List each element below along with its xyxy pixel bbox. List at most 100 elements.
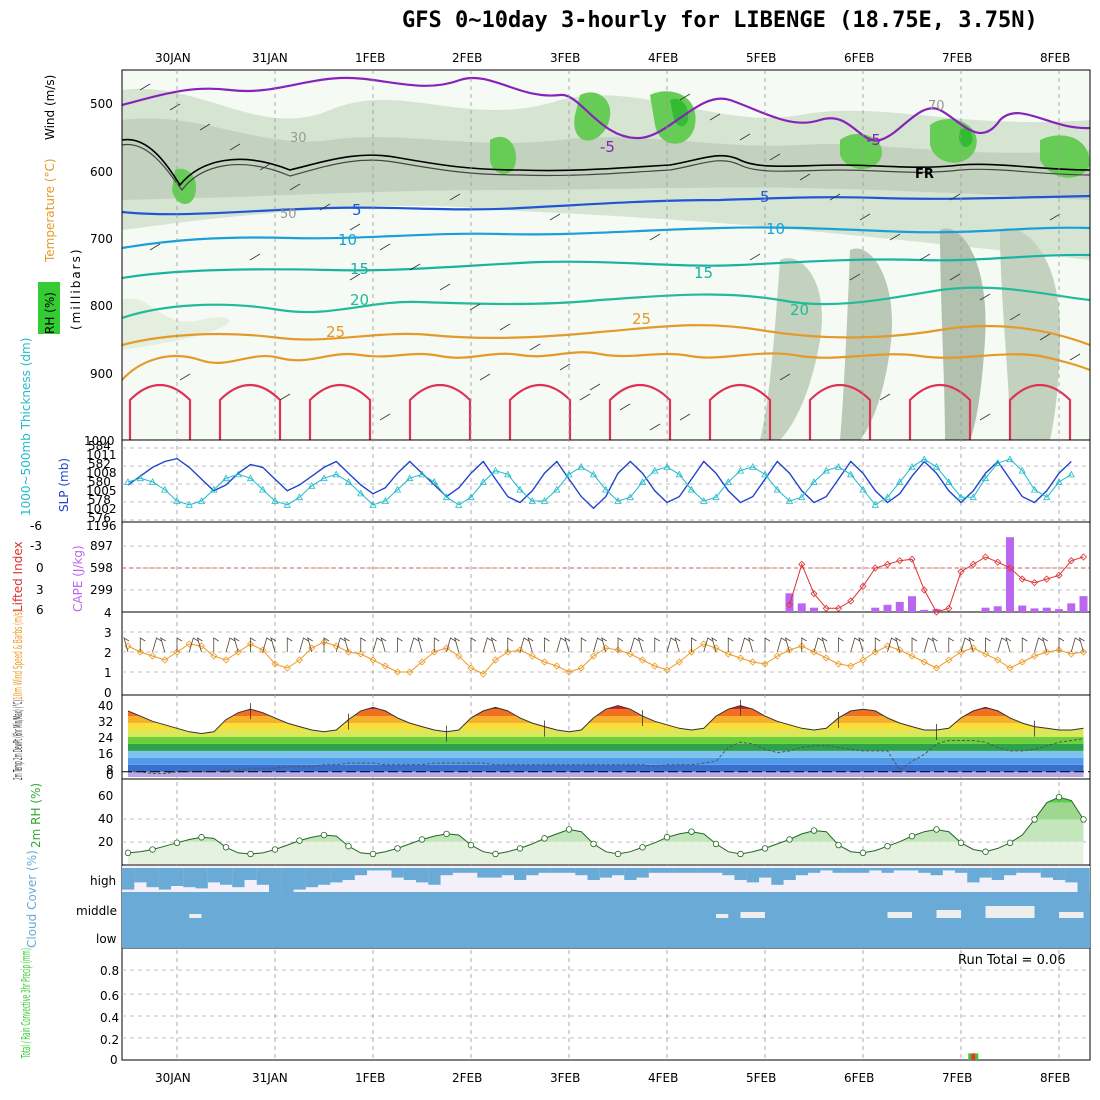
rh2m-point-8: [222, 844, 230, 851]
cloud-high-bar-21: [379, 868, 392, 871]
li-point-20: [1030, 579, 1039, 587]
wind10-line: [127, 641, 1084, 675]
cloud-high-bar-56: [808, 868, 821, 873]
thickness-point-20: [369, 500, 377, 508]
rh2m-point-48: [712, 840, 720, 848]
thickness-point-43: [651, 466, 659, 474]
label-wind: Wind (m/s): [43, 75, 57, 140]
wind10-barb-21: [380, 637, 387, 653]
label-rh-50: 50: [280, 207, 297, 222]
cape-bar-12: [1018, 605, 1027, 612]
li-line: [789, 556, 1084, 613]
wind10-barb-62: [887, 637, 897, 653]
thickness-point-8: [222, 474, 230, 482]
wind10-point-76: [1055, 646, 1063, 654]
date-top-0: 30JAN: [155, 51, 191, 65]
rh2m-point-68: [957, 839, 965, 847]
thickness-point-65: [920, 455, 928, 463]
cloud-high-bar-16: [318, 868, 331, 885]
wind10-point-41: [626, 650, 634, 658]
label-lifted-index: Lifted Index: [11, 541, 25, 612]
rh-40: 40: [98, 812, 113, 826]
cloud-high-bar-61: [869, 868, 882, 871]
cloud-high-bar-18: [342, 868, 355, 880]
cloud-high-bar-8: [220, 868, 233, 885]
date-top-2: 1FEB: [355, 51, 385, 65]
thickness-point-37: [577, 462, 585, 470]
wind10-barb-48: [711, 637, 718, 653]
wind10-barb-69: [968, 637, 975, 653]
temp-band-5: [128, 737, 1084, 744]
panel-frame-2: [121, 521, 1091, 613]
isotherm-15: [122, 253, 1090, 280]
slp-1011: 1011: [86, 448, 117, 462]
rh2m-ticks: 60 40 20: [98, 789, 113, 849]
thickness-line: [127, 458, 1072, 506]
rh2m-point-78: [1080, 816, 1087, 823]
wind10-barb-3: [160, 637, 166, 653]
li-3: 3: [36, 583, 44, 597]
cloud-high-bar-45: [673, 868, 686, 873]
cloud-high-bar-49: [722, 868, 735, 876]
thickness-point-17: [332, 470, 340, 478]
rh2m-point-54: [786, 836, 793, 843]
wind10-barb-23: [409, 637, 419, 653]
thickness-point-66: [932, 462, 941, 470]
thickness-point-21: [381, 497, 389, 504]
cape-bar-11: [1006, 537, 1014, 612]
thickness-point-53: [773, 485, 781, 493]
thickness-point-47: [700, 497, 708, 504]
wind10-point-5: [185, 640, 193, 648]
wind10-point-63: [896, 646, 904, 654]
label-15-b: 15: [694, 264, 713, 282]
rh2m-point-72: [1006, 839, 1014, 847]
wind10-barb-11: [262, 637, 272, 653]
p500: 500: [90, 97, 113, 111]
thickness-point-26: [442, 493, 451, 501]
cloud-high-bar-40: [612, 868, 625, 876]
date-top-7: 6FEB: [844, 51, 874, 65]
cloud-high-bar-19: [354, 868, 368, 876]
li-point-1: [798, 560, 806, 568]
cloud-high-bar-25: [428, 868, 441, 885]
slp-line: [127, 457, 1072, 510]
thickness-point-16: [320, 474, 328, 482]
chart-title: GFS 0~10day 3-hourly for LIBENGE (18.75E…: [402, 8, 1038, 33]
wind10-barb-15: [307, 637, 313, 653]
temp-band-3: [128, 750, 1084, 758]
thickness-point-72: [1006, 455, 1014, 463]
cloud-high-bar-51: [746, 868, 760, 883]
thickness-point-46: [687, 485, 696, 493]
wind10-point-50: [736, 654, 745, 662]
wind10-barb-36: [564, 637, 571, 653]
cloud-high-bar-70: [979, 868, 992, 878]
thick-578: 578: [88, 493, 111, 507]
thickness-point-35: [553, 485, 561, 493]
temp2m-area-group: [128, 705, 1084, 777]
li-point-21: [1043, 575, 1051, 583]
thickness-point-39: [602, 485, 610, 493]
li-point-7: [871, 564, 879, 572]
wind10-barb-26: [446, 637, 456, 653]
li-point-14: [957, 568, 965, 576]
li-point-0: [785, 601, 794, 609]
cape-bar-10: [993, 606, 1002, 612]
temp-band-4: [128, 743, 1084, 751]
isotherm-20: [122, 286, 1090, 320]
label-temp2m: 2m Temp 2m DewPt (6hr Min/Max) (°C): [11, 700, 25, 780]
temp-band-8: [128, 716, 1084, 724]
thickness-point-12: [271, 497, 279, 504]
cape-299: 299: [90, 583, 113, 597]
thickness-point-4: [173, 497, 181, 504]
temp2m-line: [127, 705, 1084, 735]
cloud-middle: middle: [76, 904, 117, 918]
wind10-point-73: [1018, 658, 1026, 666]
p900: 900: [90, 367, 113, 381]
wind10-barb-12: [270, 637, 277, 653]
rh2m-point-38: [590, 840, 597, 848]
label-rh-30: 30: [290, 131, 307, 146]
wind10-barb-25: [433, 637, 440, 652]
cloud-high-bar-36: [563, 868, 576, 873]
li-point-9: [896, 557, 904, 565]
label-15-a: 15: [350, 260, 369, 278]
